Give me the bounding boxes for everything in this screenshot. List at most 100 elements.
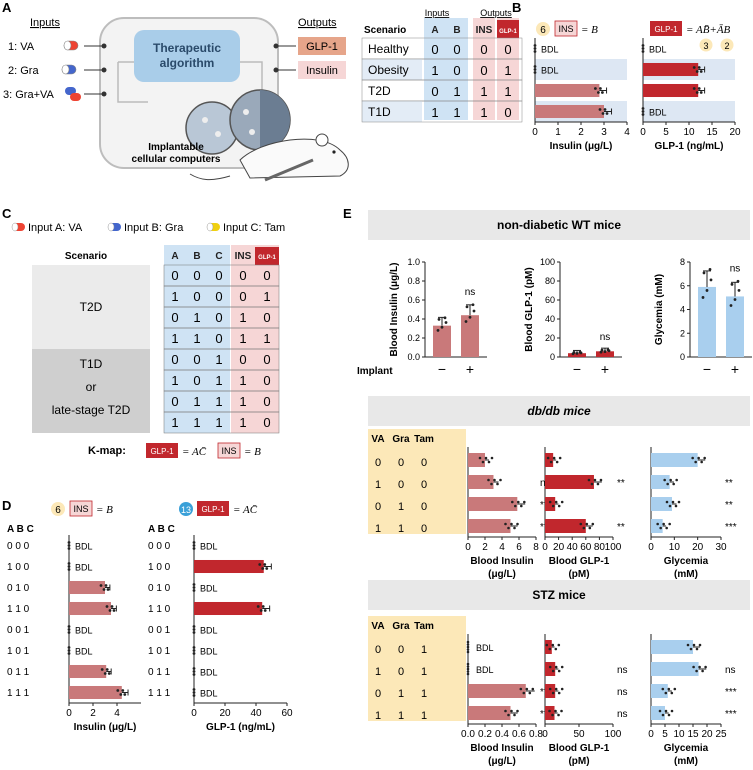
e-condition-cell: 0 xyxy=(421,501,427,513)
e-tick-label: 0.4 xyxy=(495,729,509,740)
e-point xyxy=(669,478,672,482)
e-point xyxy=(665,526,668,530)
e-point xyxy=(661,713,665,717)
e-point xyxy=(704,665,707,669)
legend-input-b: Input B: Gra xyxy=(124,222,184,234)
chart-d-insulin: A B C A B C 0 0 0 0 0 0 1 0 0 1 0 0 0 1 0 0 1 0… xyxy=(7,524,175,733)
e-point xyxy=(554,647,558,651)
e-wt-bar xyxy=(568,353,586,357)
chart-point xyxy=(192,631,196,634)
tt-c-cell: 0 xyxy=(239,268,246,283)
e-condition-cell: 1 xyxy=(421,644,427,656)
mouse-illustration xyxy=(189,133,349,182)
chart-bar xyxy=(69,601,111,616)
chart-bdl-label: BDL xyxy=(649,108,667,118)
e-point xyxy=(695,669,698,673)
e-tick-label: 15 xyxy=(687,729,699,740)
e-point xyxy=(496,482,499,486)
e-point xyxy=(466,667,470,671)
e-wt-point xyxy=(709,278,713,282)
e-condition-cell: 0 xyxy=(375,501,381,513)
e-tick-label: 6 xyxy=(516,542,522,553)
badge-3: 3 xyxy=(703,41,708,51)
chart-bar xyxy=(69,580,105,595)
chart-point xyxy=(641,113,645,116)
tt-a-stripe xyxy=(362,101,422,122)
chart-point xyxy=(192,673,196,676)
tt-a-cell: 0 xyxy=(504,42,511,57)
e-condition-header: VA xyxy=(371,434,384,445)
wt-band xyxy=(368,210,750,240)
d-row-label: 1 0 0 xyxy=(7,562,30,573)
chart-point xyxy=(192,541,196,544)
chart-point xyxy=(192,691,196,694)
e-point xyxy=(514,504,517,508)
e-significance: ** xyxy=(540,500,548,511)
d-row-label: 0 0 1 xyxy=(148,625,171,636)
chart-point xyxy=(192,646,196,649)
tt-c-cell: 1 xyxy=(193,310,200,325)
e-wt-tick-label: 100 xyxy=(540,257,555,267)
chart-point xyxy=(695,91,699,94)
chart-point xyxy=(192,688,196,691)
e-wt-point xyxy=(572,351,576,354)
e-point xyxy=(691,456,694,460)
e-wt-tick-label: 0 xyxy=(680,352,685,362)
chart-point xyxy=(533,68,537,71)
chart-point xyxy=(105,605,109,608)
chart-point xyxy=(192,586,196,589)
tt-c-cell: 0 xyxy=(263,268,270,283)
e-bar xyxy=(651,453,698,467)
chart-tick-label: 10 xyxy=(683,127,695,138)
e-condition-cell: 1 xyxy=(398,688,404,700)
tt-c-cell: 1 xyxy=(263,331,270,346)
e-point xyxy=(557,643,561,647)
tt-a-cell: 1 xyxy=(431,105,438,120)
e-tick-label: 100 xyxy=(605,542,622,553)
e-tick-label: 2 xyxy=(482,542,488,553)
chart-point xyxy=(192,583,196,586)
tt-c-cell: 1 xyxy=(215,394,222,409)
e-point xyxy=(582,526,586,530)
chart-point xyxy=(192,589,196,592)
e-condition-cell: 0 xyxy=(398,644,404,656)
e-wt-point xyxy=(443,316,447,320)
e-point xyxy=(560,665,564,669)
e-point xyxy=(659,526,662,530)
e-point xyxy=(590,482,594,486)
e-condition-header: VA xyxy=(371,621,384,632)
e-wt-tick-label: 0.6 xyxy=(407,295,420,305)
chart-tick-label: 3 xyxy=(601,127,607,138)
e-bar xyxy=(651,475,670,489)
chart-bar xyxy=(643,83,699,98)
e-point xyxy=(689,647,693,651)
d-abc-header-2: A B C xyxy=(148,524,175,535)
tt-a-glp-head xyxy=(497,20,519,38)
chart-bar xyxy=(535,104,604,119)
e-point xyxy=(667,713,671,717)
e-point xyxy=(593,478,597,482)
e-wt-point xyxy=(737,288,741,292)
e-wt-point xyxy=(464,320,468,323)
e-point xyxy=(588,526,592,530)
e-significance: ** xyxy=(617,478,625,489)
e-bar xyxy=(545,640,552,654)
chart-point xyxy=(699,91,703,94)
panel-label-a: A xyxy=(2,0,12,15)
e-condition-bg xyxy=(368,429,466,534)
e-significance: ** xyxy=(617,522,625,533)
e-bar xyxy=(651,640,693,654)
tt-c-cell: 0 xyxy=(215,268,222,283)
tt-a-cell: 0 xyxy=(504,105,511,120)
e-point xyxy=(466,670,470,673)
e-point xyxy=(662,522,665,526)
d-eq-ins: = B xyxy=(96,504,113,516)
chart-point xyxy=(67,547,71,550)
e-xlabel-unit: (mM) xyxy=(674,569,698,580)
chart-point xyxy=(105,668,109,671)
input-va: 1: VA xyxy=(8,41,35,53)
d-badge-6: 6 xyxy=(55,505,61,516)
chart-point xyxy=(102,588,106,591)
chart-bar xyxy=(643,62,699,77)
e-point xyxy=(560,687,564,691)
